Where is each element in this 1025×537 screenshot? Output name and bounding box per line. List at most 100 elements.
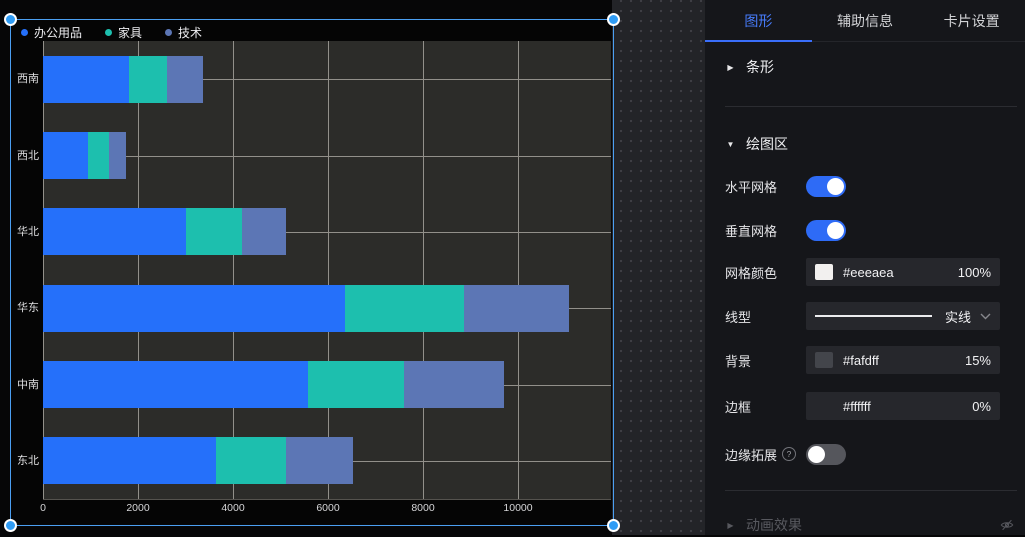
section-animation-header[interactable]: ▶ 动画效果 [726, 515, 802, 535]
section-bar-header[interactable]: ▶ 条形 [726, 57, 774, 77]
legend-dot-icon [165, 29, 173, 36]
section-plotarea-header[interactable]: ▼ 绘图区 [726, 134, 788, 154]
x-tick-label: 0 [40, 502, 46, 514]
chart-legend: 办公用品 家具 技术 [21, 24, 202, 41]
bar-segment [285, 437, 353, 485]
category-label: 西北 [17, 149, 39, 162]
bar-segment [43, 361, 308, 408]
bar-segment [241, 208, 286, 256]
bar-segment [43, 132, 89, 179]
row-border: 边框 #ffffff 0% [725, 392, 1000, 420]
category-label: 中南 [17, 378, 39, 391]
bar-row [43, 132, 126, 179]
grid-line-horizontal [43, 155, 611, 157]
row-horizontal-grid: 水平网格 [725, 172, 1000, 200]
eye-slash-icon[interactable] [1000, 518, 1014, 537]
vertical-grid-label: 垂直网格 [725, 223, 778, 239]
category-label: 东北 [17, 454, 39, 467]
x-tick-label: 2000 [126, 502, 150, 514]
line-type-select[interactable]: 实线 [806, 302, 1000, 330]
line-type-label: 线型 [725, 309, 752, 325]
row-vertical-grid: 垂直网格 [725, 216, 1000, 244]
border-hex[interactable]: #ffffff [843, 398, 871, 414]
x-tick-label: 8000 [411, 502, 435, 514]
bar-segment [43, 437, 217, 485]
grid-color-opacity[interactable]: 100% [957, 264, 991, 280]
tab-auxiliary-info[interactable]: 辅助信息 [837, 12, 893, 29]
bar-segment [307, 361, 404, 408]
tab-card-settings[interactable]: 卡片设置 [943, 12, 1000, 29]
bar-segment [43, 208, 186, 256]
grid-line-horizontal [43, 79, 611, 81]
border-opacity[interactable]: 0% [972, 398, 991, 414]
panel-tabs: 图形 辅助信息 卡片设置 [705, 0, 1025, 42]
grid-color-hex[interactable]: #eeeaea [843, 264, 894, 280]
legend-dot-icon [21, 29, 28, 36]
bar-segment [216, 437, 286, 485]
toggle-knob [827, 177, 844, 195]
bar-segment [88, 132, 110, 179]
bar-segment [43, 55, 129, 103]
horizontal-grid-toggle[interactable] [806, 175, 846, 197]
bar-row [43, 361, 504, 408]
divider [725, 490, 1017, 491]
background-hex[interactable]: #fafdff [843, 352, 879, 368]
grid-color-label: 网格颜色 [725, 265, 778, 281]
bar-segment [109, 132, 126, 179]
bar-segment [128, 55, 168, 103]
bar-segment [185, 208, 242, 256]
vertical-grid-toggle[interactable] [806, 219, 846, 241]
bar-segment [344, 284, 465, 332]
solid-line-preview [815, 315, 932, 317]
grid-line-vertical [233, 41, 234, 499]
chevron-down-icon: ▼ [726, 139, 735, 149]
row-line-type: 线型 实线 [725, 302, 1000, 330]
section-animation-label: 动画效果 [746, 517, 802, 533]
color-swatch[interactable] [815, 264, 833, 280]
tab-graphic[interactable]: 图形 [705, 0, 812, 42]
legend-label: 办公用品 [34, 26, 83, 40]
grid-line-horizontal [43, 231, 611, 233]
settings-panel: 图形 辅助信息 卡片设置 ▶ 条形 ▼ 绘图区 水平网格 垂直网格 网格颜色 #… [705, 0, 1025, 535]
row-background: 背景 #fafdff 15% [725, 346, 1000, 374]
bar-row [43, 437, 353, 485]
legend-item[interactable]: 办公用品 [21, 24, 82, 41]
bar-segment [403, 361, 504, 408]
category-label: 华东 [17, 302, 39, 315]
bar-row [43, 284, 569, 332]
edge-expand-label: 边缘拓展 ? [725, 445, 806, 464]
legend-label: 技术 [178, 26, 203, 40]
canvas-dot-grid [612, 0, 705, 535]
category-label: 华北 [17, 225, 39, 238]
background-opacity[interactable]: 15% [964, 352, 991, 368]
chart-card[interactable]: 办公用品 家具 技术 西南 西北 华北 华东 中南 东北 0 2000 4000 6000 800… [10, 19, 612, 524]
chevron-right-icon: ▶ [727, 520, 734, 530]
help-icon[interactable]: ? [782, 447, 797, 461]
toggle-knob [827, 221, 844, 239]
line-type-value: 实线 [944, 309, 971, 325]
legend-item[interactable]: 家具 [105, 24, 142, 41]
grid-line-vertical [43, 41, 44, 499]
background-color-picker[interactable]: #fafdff 15% [806, 346, 1000, 374]
grid-color-picker[interactable]: #eeeaea 100% [806, 258, 1000, 286]
toggle-knob [808, 445, 825, 463]
background-label: 背景 [725, 353, 752, 369]
grid-line-vertical [328, 41, 329, 499]
legend-item[interactable]: 技术 [165, 24, 202, 41]
bar-segment [43, 284, 345, 332]
chevron-down-icon [980, 313, 991, 320]
grid-line-vertical [423, 41, 424, 499]
x-tick-label: 10000 [503, 502, 533, 514]
x-tick-label: 4000 [221, 502, 245, 514]
legend-label: 家具 [118, 26, 143, 40]
color-swatch[interactable] [815, 352, 833, 368]
divider [725, 106, 1017, 107]
border-color-picker[interactable]: #ffffff 0% [806, 392, 1000, 420]
row-grid-color: 网格颜色 #eeeaea 100% [725, 258, 1000, 286]
section-bar-label: 条形 [746, 59, 774, 75]
bar-segment [167, 55, 203, 103]
bar-segment [464, 284, 569, 332]
legend-dot-icon [105, 29, 113, 36]
edge-expand-toggle[interactable] [806, 443, 846, 465]
color-swatch[interactable] [815, 398, 833, 414]
